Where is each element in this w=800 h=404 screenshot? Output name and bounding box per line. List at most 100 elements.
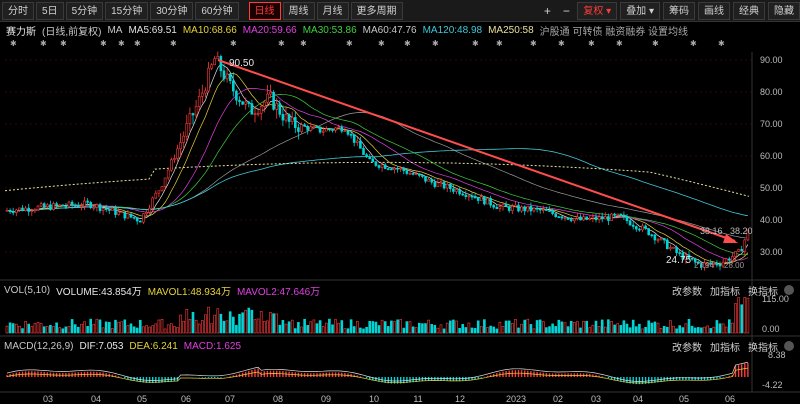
candle-body xyxy=(693,258,697,263)
candle-body xyxy=(83,200,86,207)
volume-bar xyxy=(293,328,297,334)
event-marker-icon[interactable]: ✱ xyxy=(60,39,68,48)
classic-button[interactable]: 经典 xyxy=(733,2,765,20)
event-marker-icon[interactable]: ✱ xyxy=(588,39,596,48)
macd-switch-indicator[interactable]: 换指标 xyxy=(748,342,778,354)
period-5min[interactable]: 5分钟 xyxy=(65,1,104,20)
candle-body xyxy=(120,211,123,214)
time-tick-label: 03 xyxy=(591,394,601,404)
volume-pane-close-icon[interactable] xyxy=(784,285,794,295)
ref-price-b: 38.20 xyxy=(730,226,753,236)
volume-bar xyxy=(421,323,424,334)
volume-bar xyxy=(135,327,139,334)
candle-body xyxy=(433,181,437,187)
candle-body xyxy=(721,261,725,267)
tab-weekly[interactable]: 周线 xyxy=(282,1,315,20)
candle-body xyxy=(743,239,747,252)
volume-bar xyxy=(238,314,241,334)
macd-axis-bottom: -4.22 xyxy=(762,380,783,390)
candle-body xyxy=(108,209,111,211)
candle-body xyxy=(315,126,319,128)
event-marker-icon[interactable]: ✱ xyxy=(10,39,18,48)
volume-bar xyxy=(111,328,114,334)
candle-body xyxy=(634,226,638,230)
volume-bar xyxy=(83,321,86,334)
event-marker-icon[interactable]: ✱ xyxy=(134,39,142,48)
zoom-in-button[interactable]: + xyxy=(543,4,551,18)
draw-line-button[interactable]: 画线 xyxy=(698,2,730,20)
volume-bar xyxy=(631,319,635,334)
event-marker-icon[interactable]: ✱ xyxy=(432,39,440,48)
event-marker-icon[interactable]: ✱ xyxy=(100,39,108,48)
volume-bar xyxy=(157,319,161,334)
vol-add-indicator[interactable]: 加指标 xyxy=(710,286,740,298)
vol-edit-params[interactable]: 改参数 xyxy=(672,286,702,298)
chips-button[interactable]: 筹码 xyxy=(663,2,695,20)
volume-bar xyxy=(737,297,740,334)
volume-bar xyxy=(380,319,384,334)
overlay-dropdown[interactable]: 叠加 ▾ xyxy=(620,2,660,20)
volume-bar xyxy=(191,311,195,334)
event-marker-icon[interactable]: ✱ xyxy=(118,39,126,48)
candle-body xyxy=(585,216,589,220)
event-marker-icon[interactable]: ✱ xyxy=(472,39,480,48)
event-marker-icon[interactable]: ✱ xyxy=(496,39,504,48)
event-marker-icon[interactable]: ✱ xyxy=(300,39,308,48)
tab-more-periods[interactable]: 更多周期 xyxy=(350,1,403,20)
event-marker-icon[interactable]: ✱ xyxy=(346,39,354,48)
period-5day[interactable]: 5日 xyxy=(36,1,64,20)
volume-bar xyxy=(551,323,554,334)
volume-bar xyxy=(721,323,725,334)
period-30min[interactable]: 30分钟 xyxy=(150,1,194,20)
candle-body xyxy=(151,197,154,209)
adjust-dropdown[interactable]: 复权 ▾ xyxy=(577,2,618,20)
zoom-out-button[interactable]: − xyxy=(562,4,570,18)
time-tick-label: 09 xyxy=(321,394,331,404)
event-marker-icon[interactable]: ✱ xyxy=(378,39,386,48)
macd-edit-params[interactable]: 改参数 xyxy=(672,342,702,354)
candle-body xyxy=(287,114,291,122)
period-intraday[interactable]: 分时 xyxy=(2,1,34,20)
trend-line[interactable] xyxy=(217,59,736,242)
candle-body xyxy=(706,262,709,265)
candle-body xyxy=(166,169,170,179)
period-15min[interactable]: 15分钟 xyxy=(105,1,149,20)
volume-bar xyxy=(402,327,406,334)
event-marker-icon[interactable]: ✱ xyxy=(558,39,566,48)
event-marker-icon[interactable]: ✱ xyxy=(170,39,178,48)
candle-body xyxy=(374,161,378,166)
volume-bar xyxy=(665,326,669,334)
candle-body xyxy=(386,168,390,170)
candle-body xyxy=(644,225,647,229)
ma20-value: MA20:59.66 xyxy=(242,24,297,36)
candle-body xyxy=(479,196,483,201)
volume-bar xyxy=(306,325,310,334)
volume-bar xyxy=(275,313,279,334)
volume-bar xyxy=(129,323,133,334)
event-marker-icon[interactable]: ✱ xyxy=(718,39,726,48)
event-marker-icon[interactable]: ✱ xyxy=(690,39,698,48)
time-tick-label: 05 xyxy=(679,394,689,404)
tab-daily[interactable]: 日线 xyxy=(248,1,281,20)
dea-value: DEA:6.241 xyxy=(129,340,178,352)
event-marker-icon[interactable]: ✱ xyxy=(530,39,538,48)
ma-tool-links[interactable]: 沪股通 可转债 融资融券 设置均线 xyxy=(539,26,689,38)
event-marker-icon[interactable]: ✱ xyxy=(278,39,286,48)
event-marker-icon[interactable]: ✱ xyxy=(40,39,48,48)
period-60min[interactable]: 60分钟 xyxy=(195,1,239,20)
volume-bar xyxy=(498,321,502,334)
macd-pane-close-icon[interactable] xyxy=(784,341,794,351)
event-marker-icon[interactable]: ✱ xyxy=(652,39,660,48)
candle-body xyxy=(52,203,55,210)
macd-add-indicator[interactable]: 加指标 xyxy=(710,342,740,354)
candle-body xyxy=(24,207,27,211)
volume-bar xyxy=(591,324,595,334)
vol-switch-indicator[interactable]: 换指标 xyxy=(748,286,778,298)
event-marker-icon[interactable]: ✱ xyxy=(230,39,238,48)
event-marker-icon[interactable]: ✱ xyxy=(616,39,624,48)
price-tick-label: 40.00 xyxy=(760,215,783,225)
candle-body xyxy=(665,239,669,250)
tab-monthly[interactable]: 月线 xyxy=(316,1,349,20)
event-marker-icon[interactable]: ✱ xyxy=(404,39,412,48)
